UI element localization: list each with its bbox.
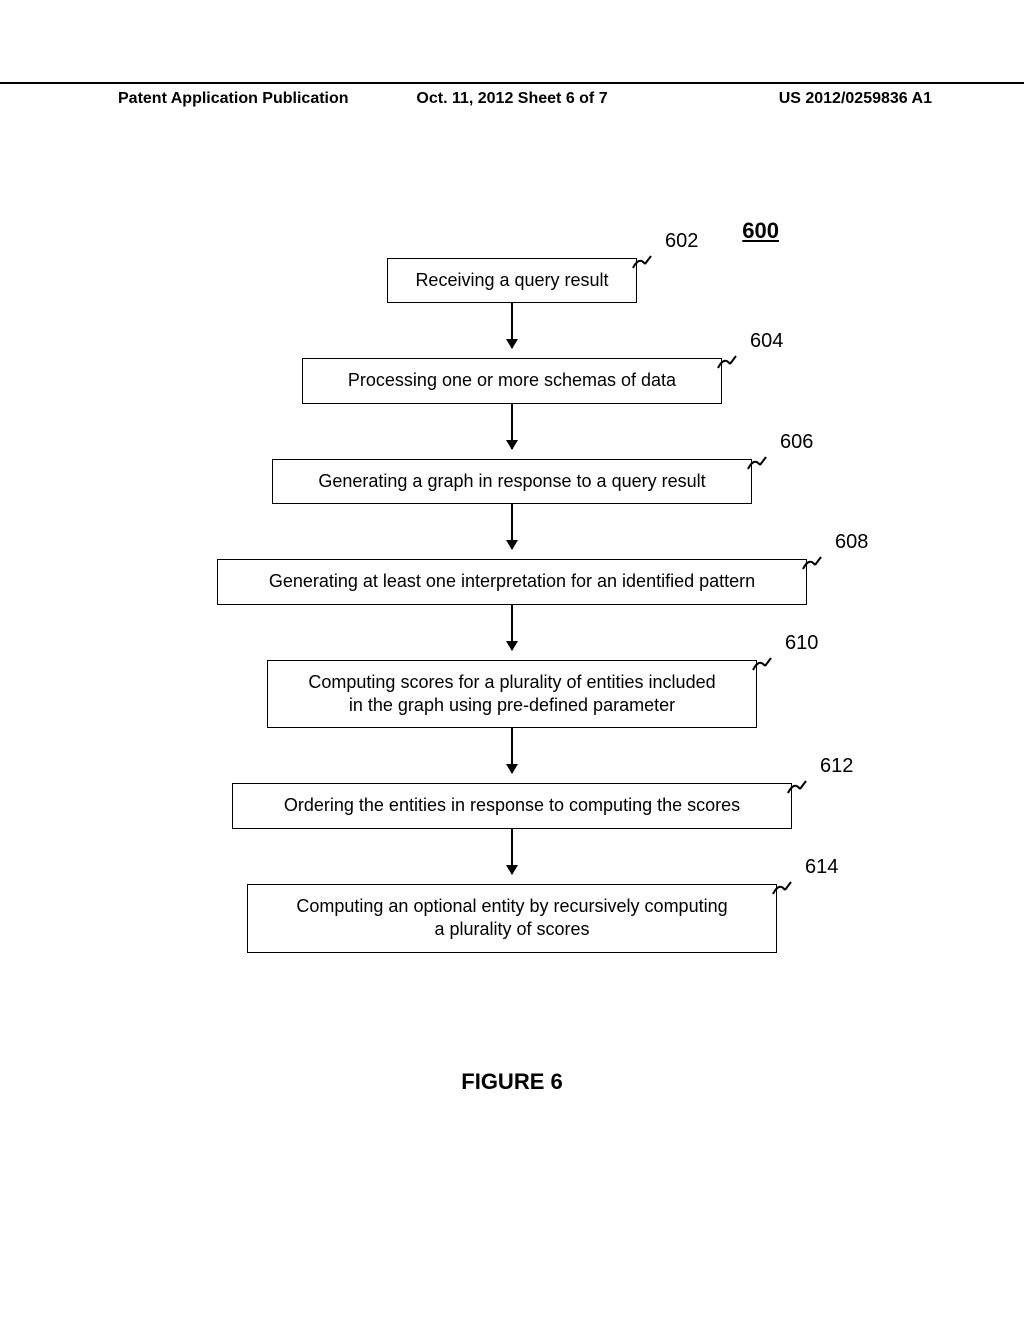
connector-tick-icon (631, 254, 653, 276)
step-box: Receiving a query result (387, 258, 637, 303)
step-label: 606 (780, 431, 813, 454)
flow-step-610: 610Computing scores for a plurality of e… (162, 660, 862, 729)
flow-arrow (511, 504, 513, 549)
step-box: Generating a graph in response to a quer… (272, 459, 752, 504)
flow-arrow (511, 829, 513, 874)
connector-tick-icon (801, 555, 823, 577)
connector-tick-icon (746, 455, 768, 477)
header-left: Patent Application Publication (0, 90, 349, 108)
connector-tick-icon (716, 354, 738, 376)
step-box: Generating at least one interpretation f… (217, 559, 807, 604)
page-header: Patent Application Publication Oct. 11, … (0, 82, 1024, 108)
connector-tick-icon (771, 880, 793, 902)
connector-tick-icon (786, 779, 808, 801)
flow-arrow (511, 404, 513, 449)
flowchart: 602Receiving a query result 604Processin… (162, 258, 862, 953)
step-box: Ordering the entities in response to com… (232, 783, 792, 828)
step-label: 610 (785, 632, 818, 655)
flow-step-606: 606Generating a graph in response to a q… (162, 459, 862, 504)
step-box: Processing one or more schemas of data (302, 358, 722, 403)
flow-step-602: 602Receiving a query result (162, 258, 862, 303)
figure-number: 600 (742, 218, 779, 244)
step-label: 604 (750, 330, 783, 353)
flow-step-612: 612Ordering the entities in response to … (162, 783, 862, 828)
flow-arrow (511, 728, 513, 773)
flow-step-604: 604Processing one or more schemas of dat… (162, 358, 862, 403)
flow-arrow (511, 303, 513, 348)
step-label: 614 (805, 856, 838, 879)
header-right: US 2012/0259836 A1 (779, 90, 1024, 108)
figure-caption: FIGURE 6 (461, 1069, 562, 1095)
flow-step-614: 614Computing an optional entity by recur… (162, 884, 862, 953)
connector-tick-icon (751, 656, 773, 678)
flow-arrow (511, 605, 513, 650)
step-label: 612 (820, 755, 853, 778)
flow-step-608: 608Generating at least one interpretatio… (162, 559, 862, 604)
step-label: 602 (665, 230, 698, 253)
step-box: Computing scores for a plurality of enti… (267, 660, 757, 729)
step-label: 608 (835, 531, 868, 554)
patent-page: Patent Application Publication Oct. 11, … (0, 0, 1024, 1320)
header-middle: Oct. 11, 2012 Sheet 6 of 7 (416, 90, 607, 108)
step-box: Computing an optional entity by recursiv… (247, 884, 777, 953)
